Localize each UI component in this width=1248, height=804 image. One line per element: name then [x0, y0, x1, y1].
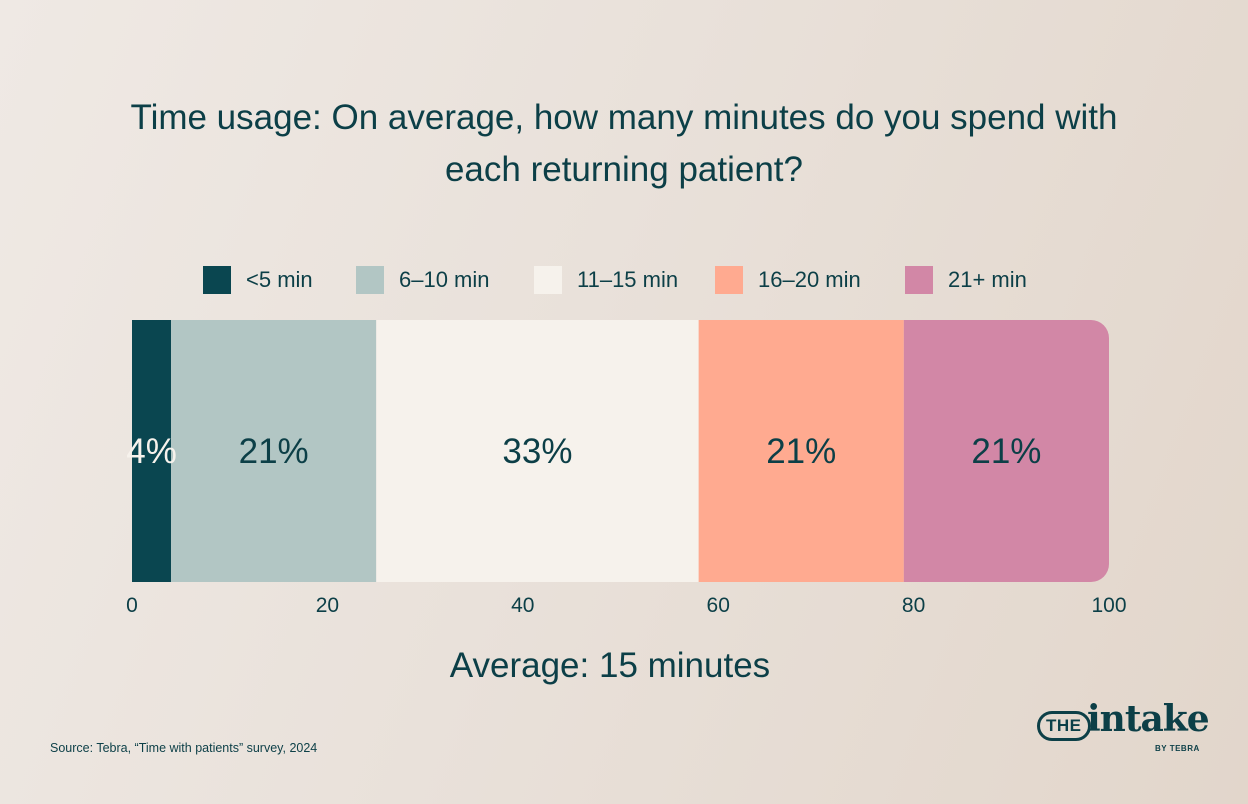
x-tick-label: 0: [126, 594, 138, 617]
x-tick-label: 20: [316, 594, 339, 617]
bar-segment-6-10: [171, 320, 377, 582]
legend-swatch: [905, 266, 933, 294]
the-intake-logo: THE intake BY TEBRA: [1034, 698, 1210, 758]
bar-label-21-plus: 21%: [971, 432, 1041, 471]
stacked-bar-chart: 4% 21% 33% 21% 21% 0 20 40 60 80 100: [126, 320, 1127, 617]
segment-labels: 4% 21% 33% 21% 21%: [126, 432, 1041, 471]
bar-segments: [132, 320, 1109, 582]
logo-wordmark: intake: [1087, 698, 1210, 740]
source-note: Source: Tebra, “Time with patients” surv…: [50, 741, 318, 755]
legend-swatch: [534, 266, 562, 294]
x-tick-label: 40: [511, 594, 534, 617]
bar-segment-11-15: [376, 320, 699, 582]
bar-label-11-15: 33%: [502, 432, 572, 471]
legend-label: 21+ min: [948, 267, 1027, 292]
logo-byline: BY TEBRA: [1155, 744, 1200, 753]
x-axis-ticks: 0 20 40 60 80 100: [126, 594, 1126, 617]
bar-label-16-20: 21%: [766, 432, 836, 471]
x-tick-label: 60: [707, 594, 730, 617]
legend-label: <5 min: [246, 267, 313, 292]
legend-swatch: [356, 266, 384, 294]
legend-label: 6–10 min: [399, 267, 490, 292]
legend-swatch: [203, 266, 231, 294]
average-label: Average: 15 minutes: [449, 646, 771, 685]
bar-label-6-10: 21%: [239, 432, 309, 471]
legend-swatch: [715, 266, 743, 294]
x-tick-label: 100: [1091, 594, 1126, 617]
chart-title: Time usage: On average, how many minutes…: [130, 98, 1118, 189]
bar-segment-under-5: [132, 320, 172, 582]
chart-legend: <5 min 6–10 min 11–15 min 16–20 min 21+ …: [0, 264, 1248, 296]
logo-the: THE: [1037, 711, 1091, 741]
bar-segment-21-plus: [903, 320, 1109, 582]
bar-label-under-5: 4%: [126, 432, 177, 471]
legend-label: 11–15 min: [577, 267, 679, 292]
x-tick-label: 80: [902, 594, 925, 617]
bar-segment-16-20: [698, 320, 904, 582]
legend-label: 16–20 min: [758, 267, 861, 292]
